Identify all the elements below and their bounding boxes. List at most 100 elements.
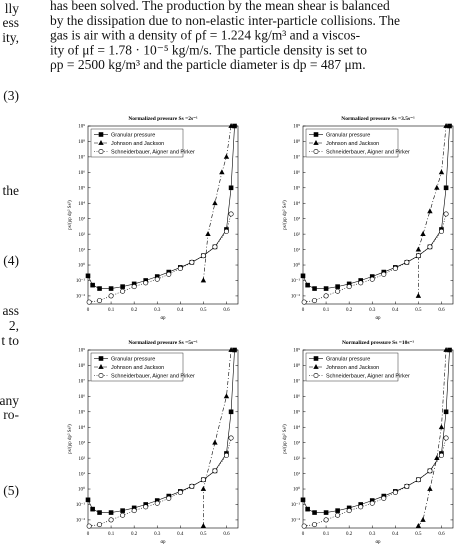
marker-circle (108, 517, 114, 523)
x-tick-label: 0.3 (154, 308, 161, 313)
marker-circle (369, 276, 375, 282)
marker-circle (131, 284, 137, 290)
x-tick-label: 0.5 (200, 308, 207, 313)
marker-circle (415, 477, 421, 483)
x-tick-label: 0.6 (438, 308, 445, 313)
y-tick-label: 10⁻¹ (291, 278, 301, 284)
marker-square (120, 508, 125, 513)
marker-circle (98, 149, 104, 155)
y-tick-label: 10² (79, 232, 86, 238)
marker-square (97, 286, 102, 291)
chart-title: Normalized pressure Ss =5s⁻¹ (128, 340, 198, 346)
marker-square (312, 510, 317, 515)
marker-circle (154, 500, 160, 506)
marker-circle (166, 495, 172, 501)
legend-label: Schneiderbauer, Aigner and Pirker (111, 150, 195, 156)
marker-circle (189, 259, 195, 265)
marker-circle (301, 523, 307, 529)
plot-frame (87, 125, 239, 305)
text-fragment: any (0, 393, 19, 408)
y-tick-label: 10⁹ (293, 348, 300, 354)
series-line (203, 349, 232, 527)
marker-circle (143, 280, 149, 286)
chart-title: Normalized pressure Ss =2s⁻¹ (128, 116, 198, 122)
legend-label: Granular pressure (111, 357, 155, 363)
marker-circle (404, 483, 410, 489)
marker-circle (358, 280, 364, 286)
text-line: ity of μf = 1.78 · 10⁻⁵ kg/m/s. The part… (50, 42, 367, 57)
marker-square (323, 510, 329, 515)
marker-triangle (443, 122, 449, 128)
marker-circle (177, 265, 183, 271)
y-tick-label: 10³ (79, 216, 86, 222)
y-axis-label: ps/(ρp dp² Ss²) (282, 200, 288, 230)
marker-circle (228, 211, 234, 217)
y-tick-label: 10⁸ (293, 139, 300, 145)
legend-label: Granular pressure (111, 133, 155, 139)
series-line (87, 125, 235, 289)
marker-triangle (223, 153, 230, 159)
marker-triangle (443, 346, 449, 352)
text-fragment: ass (3, 303, 20, 318)
marker-circle (120, 288, 126, 294)
marker-circle (143, 504, 149, 510)
y-tick-label: 10¹ (79, 471, 86, 477)
y-tick-label: 10² (79, 456, 86, 462)
x-axis-label: αp (160, 316, 166, 321)
series-line (203, 125, 232, 281)
marker-triangle (434, 184, 440, 190)
y-tick-label: 10⁸ (293, 363, 300, 369)
marker-triangle (200, 277, 207, 283)
marker-square (305, 282, 310, 288)
marker-triangle (200, 523, 207, 528)
series-line (87, 349, 235, 513)
x-tick-label: 0.2 (131, 532, 138, 537)
x-tick-label: 0.3 (369, 532, 376, 537)
y-axis-label: ps/(ρp dp² Ss²) (67, 424, 73, 454)
legend-label: Schneiderbauer, Aigner and Pirker (111, 374, 195, 380)
text-fragment: (3) (3, 88, 19, 103)
marker-square (313, 356, 319, 361)
marker-circle (131, 508, 137, 514)
plot-frame (87, 349, 239, 529)
x-tick-label: 0.4 (392, 308, 399, 313)
marker-circle (392, 265, 398, 271)
x-tick-label: 0 (302, 308, 305, 313)
marker-triangle (438, 424, 445, 430)
marker-triangle (415, 246, 422, 252)
x-tick-label: 0.6 (223, 532, 230, 537)
y-tick-label: 10⁰ (78, 487, 85, 493)
legend-label: Schneiderbauer, Aigner and Pirker (326, 150, 410, 156)
marker-square (97, 510, 102, 515)
y-tick-label: 10⁶ (293, 394, 300, 400)
y-tick-label: 10⁵ (293, 409, 300, 415)
marker-square (90, 282, 95, 288)
marker-circle (86, 523, 92, 529)
legend-label: Johnson and Jackson (111, 141, 164, 147)
marker-circle (154, 276, 160, 282)
marker-square (228, 409, 234, 415)
marker-circle (86, 299, 92, 305)
marker-triangle (420, 516, 426, 522)
x-tick-label: 0.1 (108, 532, 115, 537)
x-tick-label: 0.2 (346, 308, 353, 313)
marker-circle (346, 508, 352, 514)
marker-triangle (212, 439, 218, 445)
marker-circle (312, 298, 318, 304)
marker-circle (108, 293, 114, 299)
marker-triangle (427, 486, 433, 491)
text-fragment: (4) (3, 253, 19, 268)
marker-square (313, 132, 319, 137)
marker-circle (381, 495, 387, 501)
x-tick-label: 0 (302, 532, 305, 537)
marker-triangle (212, 200, 218, 206)
x-tick-label: 0.4 (392, 532, 399, 537)
y-tick-label: 10⁴ (78, 425, 85, 431)
marker-square (108, 286, 114, 291)
x-tick-label: 0.4 (177, 532, 184, 537)
y-tick-label: 10⁶ (78, 170, 85, 176)
marker-square (443, 185, 449, 191)
marker-triangle (313, 139, 319, 145)
marker-circle (443, 211, 449, 217)
marker-circle (120, 512, 126, 518)
